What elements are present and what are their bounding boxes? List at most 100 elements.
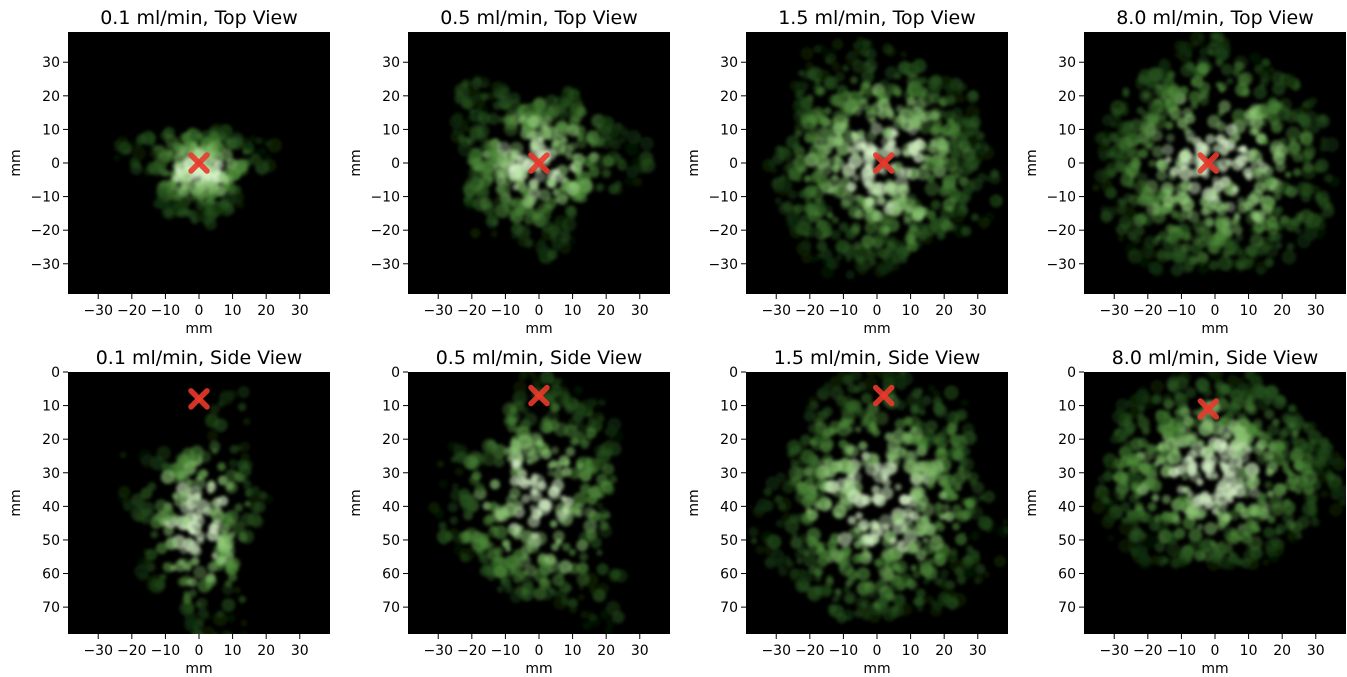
y-tick-label: −30 xyxy=(1046,257,1076,273)
plume-blob xyxy=(819,116,830,128)
plume-blob xyxy=(237,386,250,399)
panel-title: 8.0 ml/min, Top View xyxy=(1116,7,1314,29)
plume-blob xyxy=(503,121,519,137)
plume-blob xyxy=(233,586,241,594)
plume-blob xyxy=(533,589,539,596)
plume-blob xyxy=(537,481,547,491)
plume-blob xyxy=(1303,144,1316,158)
plume-blob xyxy=(848,400,861,413)
plume-blob xyxy=(787,439,802,454)
plume-image xyxy=(117,386,274,634)
plume-blob xyxy=(1167,85,1182,100)
plume-blob xyxy=(915,401,926,412)
plume-blob xyxy=(567,598,578,609)
plume-blob xyxy=(835,254,843,261)
plume-blob xyxy=(240,619,248,627)
plume-blob xyxy=(1250,506,1258,514)
plume-blob xyxy=(582,621,591,631)
plume-blob xyxy=(1290,452,1302,463)
plume-blob xyxy=(225,539,233,547)
plume-blob xyxy=(1261,138,1269,146)
plume-blob xyxy=(860,143,867,150)
plume-blob xyxy=(182,157,195,170)
plume-blob xyxy=(907,63,917,73)
plume-blob xyxy=(900,167,913,179)
plume-blob xyxy=(1134,180,1149,195)
plume-blob xyxy=(838,222,849,232)
plume-blob xyxy=(944,511,955,522)
plume-blob xyxy=(164,151,176,163)
plume-blob xyxy=(462,181,477,196)
plume-blob xyxy=(456,87,465,95)
plume-blob xyxy=(548,225,560,237)
plume-blob xyxy=(1186,554,1193,562)
x-axis-label: mm xyxy=(1201,661,1228,677)
plume-blob xyxy=(488,149,500,161)
plume-blob xyxy=(804,196,812,204)
plume-blob xyxy=(940,569,949,578)
plume-blob xyxy=(585,130,600,145)
plume-blob xyxy=(567,124,580,137)
plume-blob xyxy=(942,174,957,189)
plume-blob xyxy=(989,195,999,205)
plume-blob xyxy=(817,206,828,217)
plume-blob xyxy=(1164,437,1179,452)
plume-blob xyxy=(1162,144,1174,156)
plume-blob xyxy=(892,85,902,95)
plume-blob xyxy=(855,196,867,208)
plume-blob xyxy=(961,226,972,237)
plume-blob xyxy=(831,38,844,50)
plume-blob xyxy=(609,430,623,443)
plume-blob xyxy=(851,59,866,74)
plume-blob xyxy=(517,434,532,450)
y-tick-label: 0 xyxy=(51,156,60,172)
x-tick-label: −20 xyxy=(795,303,825,319)
plume-blob xyxy=(1174,527,1186,540)
plume-blob xyxy=(512,530,522,540)
plume-blob xyxy=(620,161,628,169)
plume-blob xyxy=(237,402,247,412)
plume-blob xyxy=(1246,194,1259,207)
plume-blob xyxy=(522,107,529,115)
plume-blob xyxy=(576,572,590,586)
plume-blob xyxy=(1120,455,1132,468)
plume-blob xyxy=(1149,262,1162,275)
plume-blob xyxy=(1155,520,1169,535)
plume-blob xyxy=(180,515,191,526)
plume-blob xyxy=(131,493,145,507)
plume-blob xyxy=(921,162,928,170)
plume-blob xyxy=(580,483,591,495)
plume-blob xyxy=(1295,212,1304,221)
plume-blob xyxy=(1274,539,1285,550)
plume-blob xyxy=(1209,540,1216,547)
plume-blob xyxy=(927,143,938,154)
plume-blob xyxy=(196,617,205,625)
plume-blob xyxy=(1187,508,1200,521)
plume-blob xyxy=(568,163,577,172)
plume-blob xyxy=(533,568,548,583)
plume-blob xyxy=(834,511,842,518)
plume-blob xyxy=(470,228,481,239)
plume-blob xyxy=(1181,474,1189,481)
plume-blob xyxy=(834,153,842,161)
plume-blob xyxy=(190,556,200,566)
plume-blob xyxy=(866,186,876,196)
plume-blob xyxy=(515,180,528,192)
plume-blob xyxy=(906,450,919,463)
plume-blob xyxy=(895,184,904,193)
plume-blob xyxy=(1210,550,1223,564)
plume-blob xyxy=(1156,106,1170,120)
plume-blob xyxy=(850,76,858,84)
plume-blob xyxy=(1165,156,1172,163)
plume-blob xyxy=(224,560,239,575)
plume-blob xyxy=(172,141,184,152)
x-tick-label: 30 xyxy=(291,303,309,319)
plume-blob xyxy=(881,372,896,386)
plume-blob xyxy=(784,213,795,224)
x-tick-label: −20 xyxy=(117,303,147,319)
plume-blob xyxy=(899,494,911,506)
plume-blob xyxy=(959,458,969,467)
plume-blob xyxy=(1174,495,1188,510)
plume-blob xyxy=(228,531,236,539)
